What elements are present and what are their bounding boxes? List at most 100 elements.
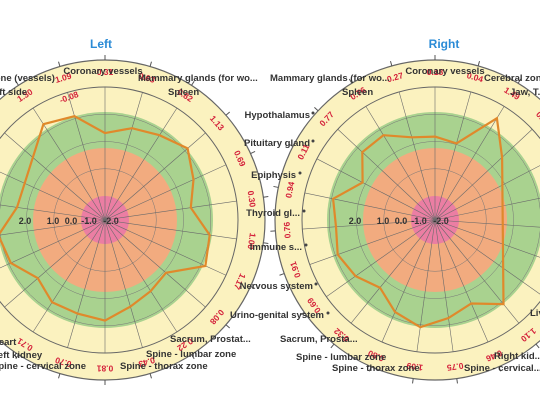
- left-spoke-9: [104, 219, 178, 333]
- right-spoke-10: [434, 219, 489, 343]
- label-connector-dot: [326, 311, 330, 315]
- left-spoke-10: [104, 219, 143, 348]
- left-scale-tick: -2.0: [103, 216, 119, 226]
- right-spoke-9: [434, 219, 520, 324]
- left-spoke-16: [0, 219, 106, 236]
- left-spoke-19: [4, 132, 106, 221]
- left-organ-label: Coronary vessels: [63, 66, 142, 77]
- left-radar-chart: 0.31 0.630.821.130.690.301.001.170.080.22…: [0, 55, 269, 385]
- right-value-label: 0.75: [446, 361, 464, 373]
- right-value-label: 0.04: [466, 70, 485, 84]
- right-tick-mark-2: [517, 78, 522, 84]
- right-scale-tick: -2.0: [433, 216, 449, 226]
- left-tick-mark-21: [58, 61, 61, 67]
- left-scale-tick: 0.0: [65, 216, 78, 226]
- right-scale-tick: 0.0: [395, 216, 408, 226]
- right-organ-label: Jaw, T...: [510, 87, 540, 98]
- right-spoke-7: [434, 219, 540, 258]
- right-organ-label: Cerebral zone: [484, 73, 540, 84]
- label-connector-dot: [314, 282, 318, 286]
- right-spoke-15: [326, 219, 436, 297]
- left-spoke-17: [0, 204, 106, 221]
- left-scale-tick: -1.0: [81, 216, 97, 226]
- right-spoke-21: [365, 106, 436, 221]
- right-value-label: 1.09: [406, 361, 424, 373]
- right-spoke-17: [302, 219, 436, 230]
- left-value-label: 0.31: [97, 67, 114, 77]
- right-tick-mark-14: [330, 343, 335, 349]
- left-spoke-14: [4, 219, 106, 308]
- left-tick-mark-7: [250, 286, 256, 289]
- right-spoke-3: [434, 129, 533, 221]
- left-tick-mark-20: [15, 80, 19, 86]
- right-organ-label: Coronary vessels: [405, 66, 484, 77]
- right-organ-label: Mammary glands (for wo...: [270, 73, 390, 84]
- right-tick-mark-16: [279, 273, 285, 276]
- left-tick-mark-12: [58, 373, 61, 379]
- right-series-line: [331, 116, 505, 329]
- right-spoke-11: [434, 219, 454, 352]
- left-spoke-1: [104, 92, 143, 221]
- left-series-line: [0, 115, 211, 322]
- left-value-label: 0.63: [137, 71, 156, 85]
- left-spoke-2: [104, 107, 178, 221]
- right-tick-mark-19: [288, 143, 294, 147]
- left-organ-label: Left side: [0, 87, 27, 98]
- left-tick-mark-6: [263, 242, 269, 244]
- right-organ-label: Spine - thorax zone: [332, 363, 420, 374]
- left-organ-label: Spine - cervical zone: [0, 361, 86, 372]
- left-spoke-8: [104, 219, 206, 308]
- shared-organ-label: Hypothalamus: [245, 110, 310, 121]
- shared-organ-label: Immune s...: [250, 242, 302, 253]
- right-spoke-22: [398, 91, 436, 221]
- left-tick-mark-1: [149, 61, 152, 67]
- left-organ-label: Spleen: [168, 87, 199, 98]
- left-scale-tick: 1.0: [47, 216, 60, 226]
- left-tick-mark-13: [15, 354, 19, 360]
- right-tick-mark-10: [498, 366, 502, 372]
- left-spoke-13: [32, 219, 106, 333]
- left-spoke-20: [32, 107, 106, 221]
- left-scale-tick: 2.0: [19, 216, 32, 226]
- label-connector-dot: [311, 139, 315, 143]
- left-spoke-5: [104, 200, 237, 221]
- left-value-label: 1.00: [246, 232, 258, 250]
- right-spoke-1: [434, 91, 472, 221]
- right-spoke-2: [434, 106, 505, 221]
- left-tick-mark-8: [225, 324, 231, 329]
- left-spoke-12: [67, 219, 106, 348]
- right-value-label: 0.18: [427, 67, 444, 77]
- right-spoke-5: [434, 197, 540, 221]
- left-value-label: 1.09: [54, 71, 73, 85]
- right-spoke-20: [337, 129, 436, 221]
- left-tick-mark-9: [191, 354, 195, 360]
- right-organ-label: Spine - cervical...: [464, 363, 540, 374]
- right-tick-mark-1: [477, 60, 480, 67]
- right-spoke-18: [304, 192, 436, 221]
- left-tick-mark-5: [263, 196, 269, 198]
- left-tick-mark-4: [250, 151, 256, 154]
- right-tick-mark-18: [273, 185, 279, 188]
- shared-organ-label: Thyroid gl...: [246, 208, 300, 219]
- left-organ-label: Sacrum, Prostat...: [170, 334, 251, 345]
- right-tick-mark-9: [535, 343, 540, 349]
- right-radar-chart: 0.18 0.041.490.491.100.460.751.090.800.32…: [270, 55, 540, 384]
- right-spoke-13: [381, 219, 436, 343]
- left-spoke-6: [104, 219, 237, 240]
- right-value-label: 0.76: [282, 221, 293, 238]
- right-spoke-16: [309, 219, 436, 265]
- right-tick-mark-13: [368, 366, 372, 372]
- shared-organ-label: Pituitary gland: [244, 138, 310, 149]
- right-spoke-19: [316, 158, 436, 221]
- left-organ-label: Spine - thorax zone: [120, 361, 208, 372]
- right-tick-mark-15: [299, 311, 305, 316]
- shared-organ-label: Epiphysis: [251, 170, 296, 181]
- left-spoke-18: [0, 171, 106, 221]
- left-tick-mark-3: [225, 111, 231, 116]
- left-panel-title: Left: [90, 37, 112, 51]
- left-spoke-15: [0, 219, 106, 269]
- left-tick-mark-10: [149, 373, 152, 379]
- right-scale-tick: -1.0: [411, 216, 427, 226]
